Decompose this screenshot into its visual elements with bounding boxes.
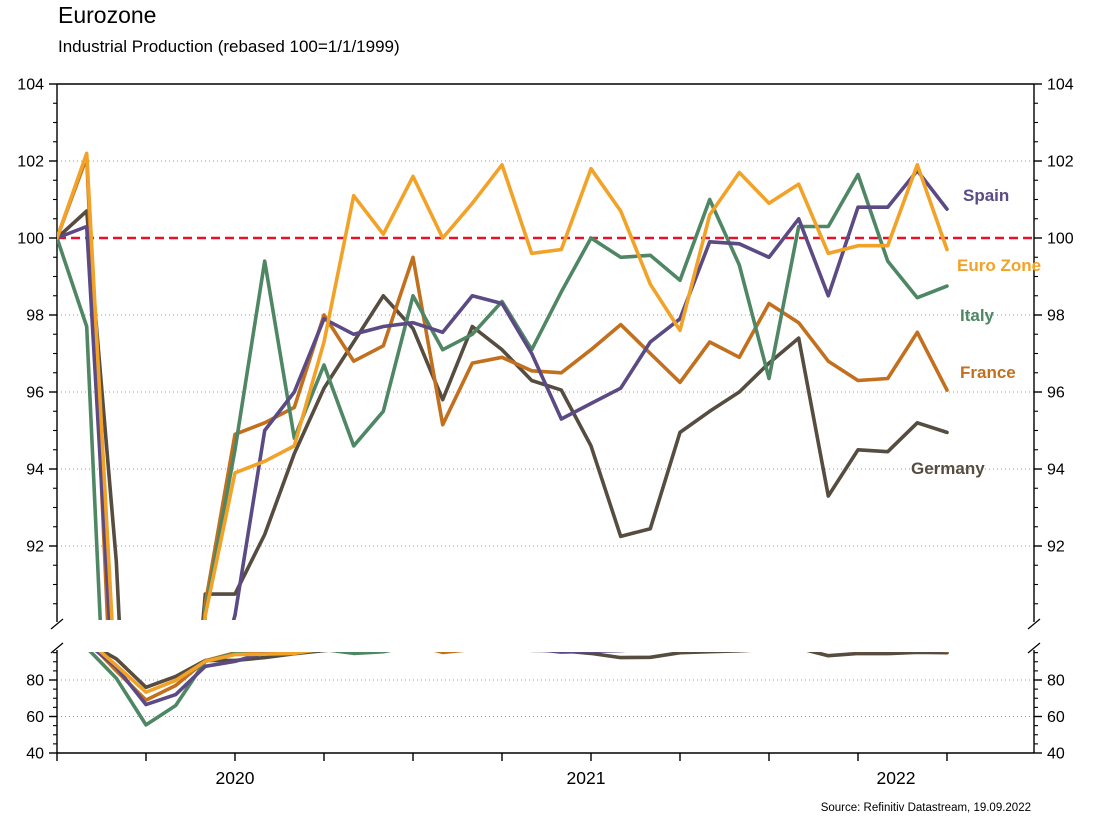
- series-line-spain: [94, 652, 627, 707]
- lower-panel: [88, 652, 949, 727]
- upper-panel: [57, 151, 949, 620]
- y-axis-label-left: 98: [26, 308, 44, 325]
- series-line-spain: [57, 168, 949, 620]
- y-axis-label-right: 80: [1047, 673, 1065, 690]
- y-axis-label-left: 96: [26, 385, 44, 402]
- series-label-euro-zone: Euro Zone: [957, 256, 1042, 275]
- y-axis-label-left: 100: [17, 231, 44, 248]
- y-axis-label-right: 60: [1047, 709, 1065, 726]
- chart-subtitle: Industrial Production (rebased 100=1/1/1…: [58, 37, 400, 56]
- y-axis-label-left: 92: [26, 539, 44, 556]
- series-label-germany: Germany: [911, 459, 985, 478]
- series-label-spain: Spain: [963, 186, 1010, 205]
- source-note: Source: Refinitiv Datastream, 19.09.2022: [820, 802, 1031, 814]
- chart-title: Eurozone: [58, 2, 157, 28]
- y-axis-label-left: 80: [26, 673, 44, 690]
- x-axis-year-label: 2020: [216, 768, 255, 788]
- axis-break-mark: [50, 642, 64, 654]
- x-axis-year-label: 2022: [877, 768, 916, 788]
- y-axis-label-right: 98: [1047, 308, 1065, 325]
- y-axis-label-left: 102: [17, 154, 44, 171]
- series-line-euro-zone: [98, 652, 314, 695]
- y-axis-label-left: 94: [26, 462, 44, 479]
- y-axis-label-right: 96: [1047, 385, 1065, 402]
- y-axis-label-left: 40: [26, 746, 44, 763]
- y-axis-label-right: 92: [1047, 539, 1065, 556]
- y-axis-label-right: 94: [1047, 462, 1065, 479]
- axis-break-mark: [1027, 642, 1041, 654]
- y-axis-label-right: 40: [1047, 746, 1065, 763]
- x-axis-year-label: 2021: [567, 768, 606, 788]
- y-axis-label-left: 60: [26, 709, 44, 726]
- y-axis-label-right: 104: [1047, 77, 1074, 94]
- series-label-france: France: [960, 363, 1016, 382]
- series-line-italy: [57, 172, 949, 620]
- series-label-italy: Italy: [960, 306, 995, 325]
- y-axis-label-right: 102: [1047, 154, 1074, 171]
- axis-break-mark: [1027, 618, 1041, 630]
- series-line-euro-zone: [57, 151, 949, 620]
- axis-break-mark: [50, 618, 64, 630]
- y-axis-label-left: 104: [17, 77, 44, 94]
- y-axis-label-right: 100: [1047, 231, 1074, 248]
